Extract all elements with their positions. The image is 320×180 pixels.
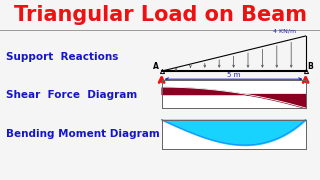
Text: A: A — [153, 62, 159, 71]
Bar — [162, 120, 306, 148]
Text: Bending Moment Diagram: Bending Moment Diagram — [6, 129, 160, 139]
Text: Support  Reactions: Support Reactions — [6, 52, 119, 62]
Text: Shear  Force  Diagram: Shear Force Diagram — [6, 89, 138, 100]
Text: 4 KN/m: 4 KN/m — [273, 29, 296, 34]
Text: B: B — [307, 62, 313, 71]
Text: 5 m: 5 m — [227, 72, 240, 78]
Text: Triangular Load on Beam: Triangular Load on Beam — [13, 5, 307, 25]
Bar — [162, 80, 306, 108]
